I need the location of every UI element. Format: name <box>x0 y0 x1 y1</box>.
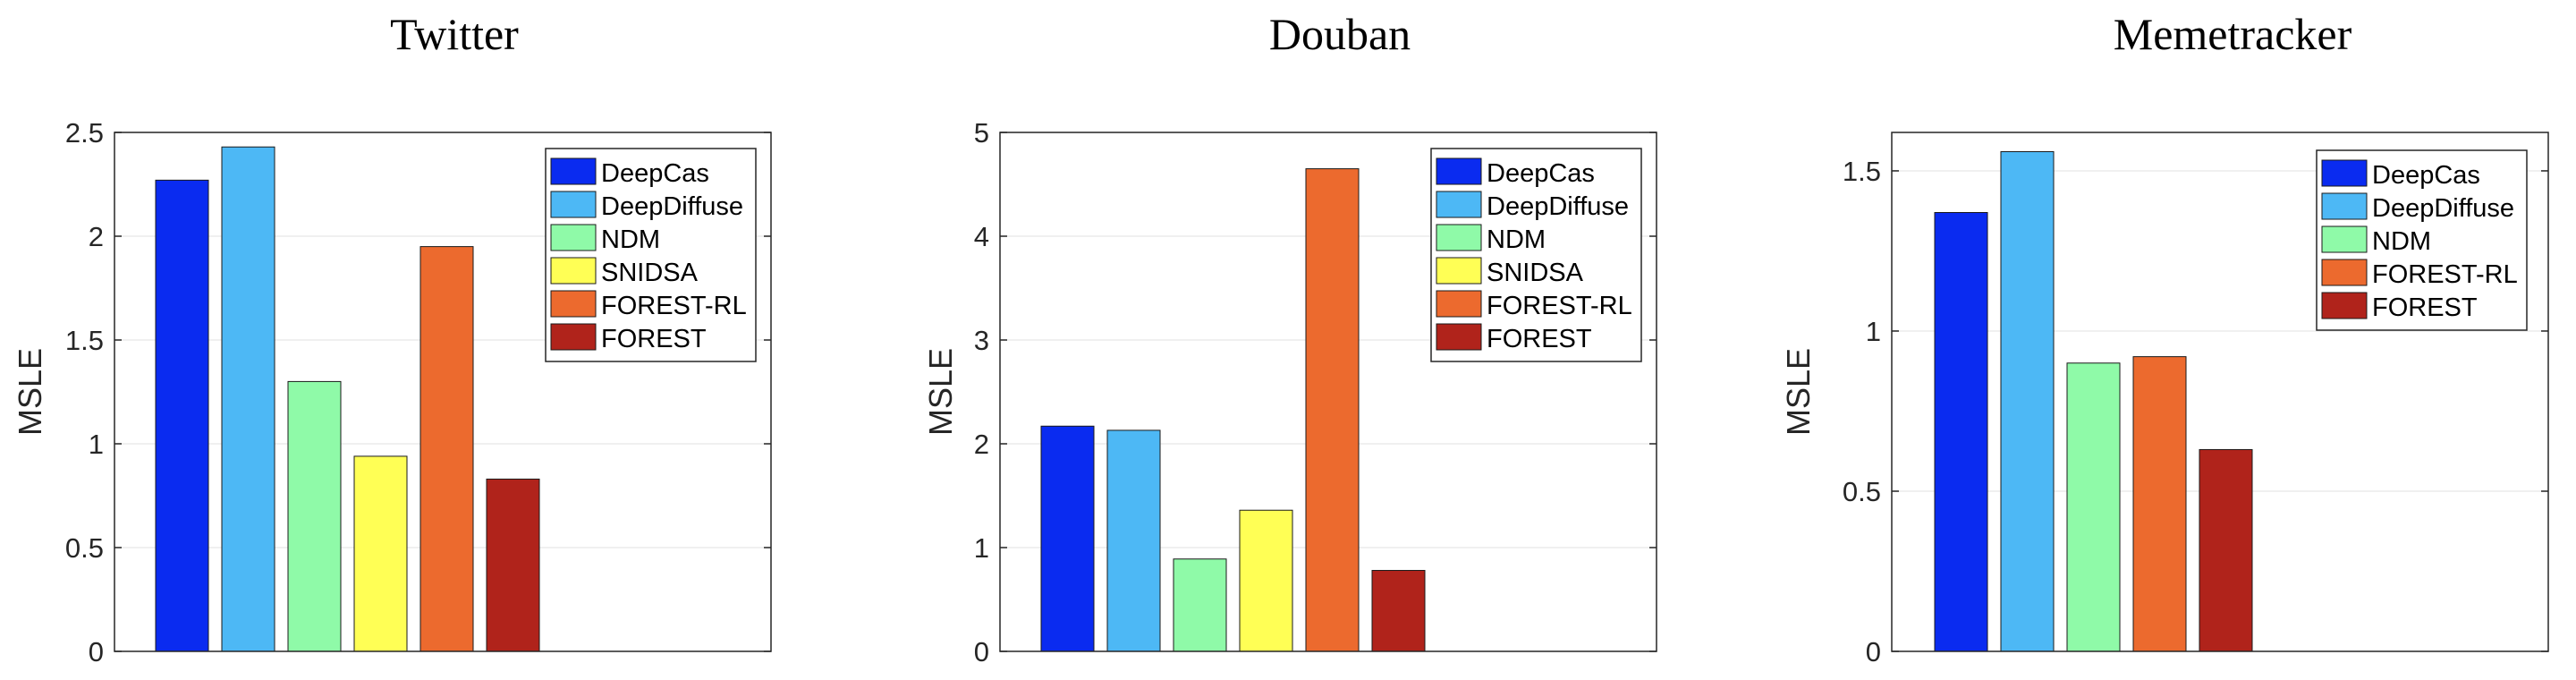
bar-deepcas <box>1934 212 1988 652</box>
legend-label-forest-rl: FOREST-RL <box>2372 260 2518 289</box>
legend-swatch-forest-rl <box>1436 290 1482 318</box>
bar-snidsa <box>353 455 408 652</box>
axes-box <box>999 132 1657 652</box>
legend-swatch-deepdiffuse <box>550 191 597 218</box>
bar-ndm <box>2066 362 2121 652</box>
bar-deepdiffuse <box>221 146 275 652</box>
legend-label-deepdiffuse: DeepDiffuse <box>1487 192 1629 221</box>
bar-ndm <box>287 380 342 652</box>
y-tick-label: 0 <box>89 636 104 667</box>
legend: DeepCas DeepDiffuse NDM SNIDSA FOREST-RL FORE… <box>1430 148 1642 362</box>
legend-label-forest: FOREST <box>2372 293 2478 322</box>
y-tick-label: 1.5 <box>1843 156 1881 187</box>
legend-swatch-forest <box>1436 323 1482 351</box>
y-tick-label: 2 <box>974 429 989 460</box>
legend-swatch-forest <box>550 323 597 351</box>
legend-label-deepdiffuse: DeepDiffuse <box>2372 194 2514 223</box>
panel-memetracker: Memetracker 0 0.5 1 1.5 MSLE DeepCas DeepDiffus… <box>1780 9 2549 667</box>
legend-label-forest-rl: FOREST-RL <box>1487 292 1632 320</box>
legend-label-forest: FOREST <box>1487 325 1592 353</box>
legend-swatch-ndm <box>550 224 597 251</box>
y-axis-label: MSLE <box>12 348 48 436</box>
bar-forest <box>1371 570 1426 652</box>
panel-title: Douban <box>1269 9 1411 59</box>
legend-swatch-forest <box>2321 292 2368 319</box>
bar-ndm <box>1173 558 1227 652</box>
bar-forest-rl <box>1305 168 1360 652</box>
y-axis-label: MSLE <box>1780 348 1817 436</box>
bar-deepdiffuse <box>1106 429 1161 652</box>
y-tick-label: 0 <box>974 636 989 667</box>
legend-swatch-snidsa <box>1436 257 1482 285</box>
legend-swatch-deepcas <box>550 157 597 185</box>
legend-label-forest: FOREST <box>601 325 707 353</box>
bar-deepdiffuse <box>2000 150 2055 652</box>
y-tick-label: 0.5 <box>65 532 104 564</box>
legend-swatch-ndm <box>2321 225 2368 253</box>
legend-swatch-deepdiffuse <box>2321 192 2368 220</box>
legend: DeepCas DeepDiffuse NDM FOREST-RL FOREST <box>2316 149 2528 331</box>
bar-forest-rl <box>2132 356 2187 652</box>
legend-label-snidsa: SNIDSA <box>1487 259 1584 287</box>
legend-label-deepdiffuse: DeepDiffuse <box>601 192 743 221</box>
legend-swatch-forest-rl <box>2321 259 2368 286</box>
legend-swatch-forest-rl <box>550 290 597 318</box>
legend: DeepCas DeepDiffuse NDM SNIDSA FOREST-RL FORE… <box>545 148 757 362</box>
panel-twitter: Twitter 0 0.5 1 1.5 2 2.5 MSLE DeepCas DeepDiffus… <box>12 9 772 667</box>
panel-title: Twitter <box>390 9 519 59</box>
y-tick-label: 2 <box>89 221 104 252</box>
legend-swatch-snidsa <box>550 257 597 285</box>
legend-swatch-deepdiffuse <box>1436 191 1482 218</box>
axes-box <box>1891 132 2549 652</box>
legend-swatch-ndm <box>1436 224 1482 251</box>
legend-label-deepcas: DeepCas <box>601 159 709 188</box>
legend-swatch-deepcas <box>2321 159 2368 187</box>
y-tick-label: 0 <box>1866 636 1881 667</box>
panel-title: Memetracker <box>2114 9 2352 59</box>
legend-label-deepcas: DeepCas <box>1487 159 1595 188</box>
bar-forest-rl <box>419 246 474 652</box>
bar-snidsa <box>1239 509 1293 652</box>
legend-label-forest-rl: FOREST-RL <box>601 292 747 320</box>
axes-box <box>114 132 772 652</box>
y-axis-label: MSLE <box>922 348 959 436</box>
legend-label-snidsa: SNIDSA <box>601 259 699 287</box>
y-tick-label: 2.5 <box>65 117 104 149</box>
bar-forest <box>2199 448 2253 652</box>
y-tick-label: 1.5 <box>65 325 104 356</box>
y-tick-label: 3 <box>974 325 989 356</box>
legend-label-deepcas: DeepCas <box>2372 161 2480 190</box>
legend-label-ndm: NDM <box>1487 225 1546 254</box>
y-tick-label: 4 <box>974 221 989 252</box>
bar-forest <box>486 478 540 652</box>
bar-deepcas <box>1040 425 1095 652</box>
legend-label-ndm: NDM <box>2372 227 2431 256</box>
y-tick-label: 1 <box>89 429 104 460</box>
legend-label-ndm: NDM <box>601 225 660 254</box>
y-tick-label: 1 <box>974 532 989 564</box>
y-tick-label: 0.5 <box>1843 476 1881 507</box>
legend-swatch-deepcas <box>1436 157 1482 185</box>
panel-douban: Douban 0 1 2 3 4 5 MSLE DeepCas DeepDiffuse NDM SNI… <box>922 9 1657 667</box>
bar-deepcas <box>155 179 209 652</box>
y-tick-label: 5 <box>974 117 989 149</box>
y-tick-label: 1 <box>1866 316 1881 347</box>
